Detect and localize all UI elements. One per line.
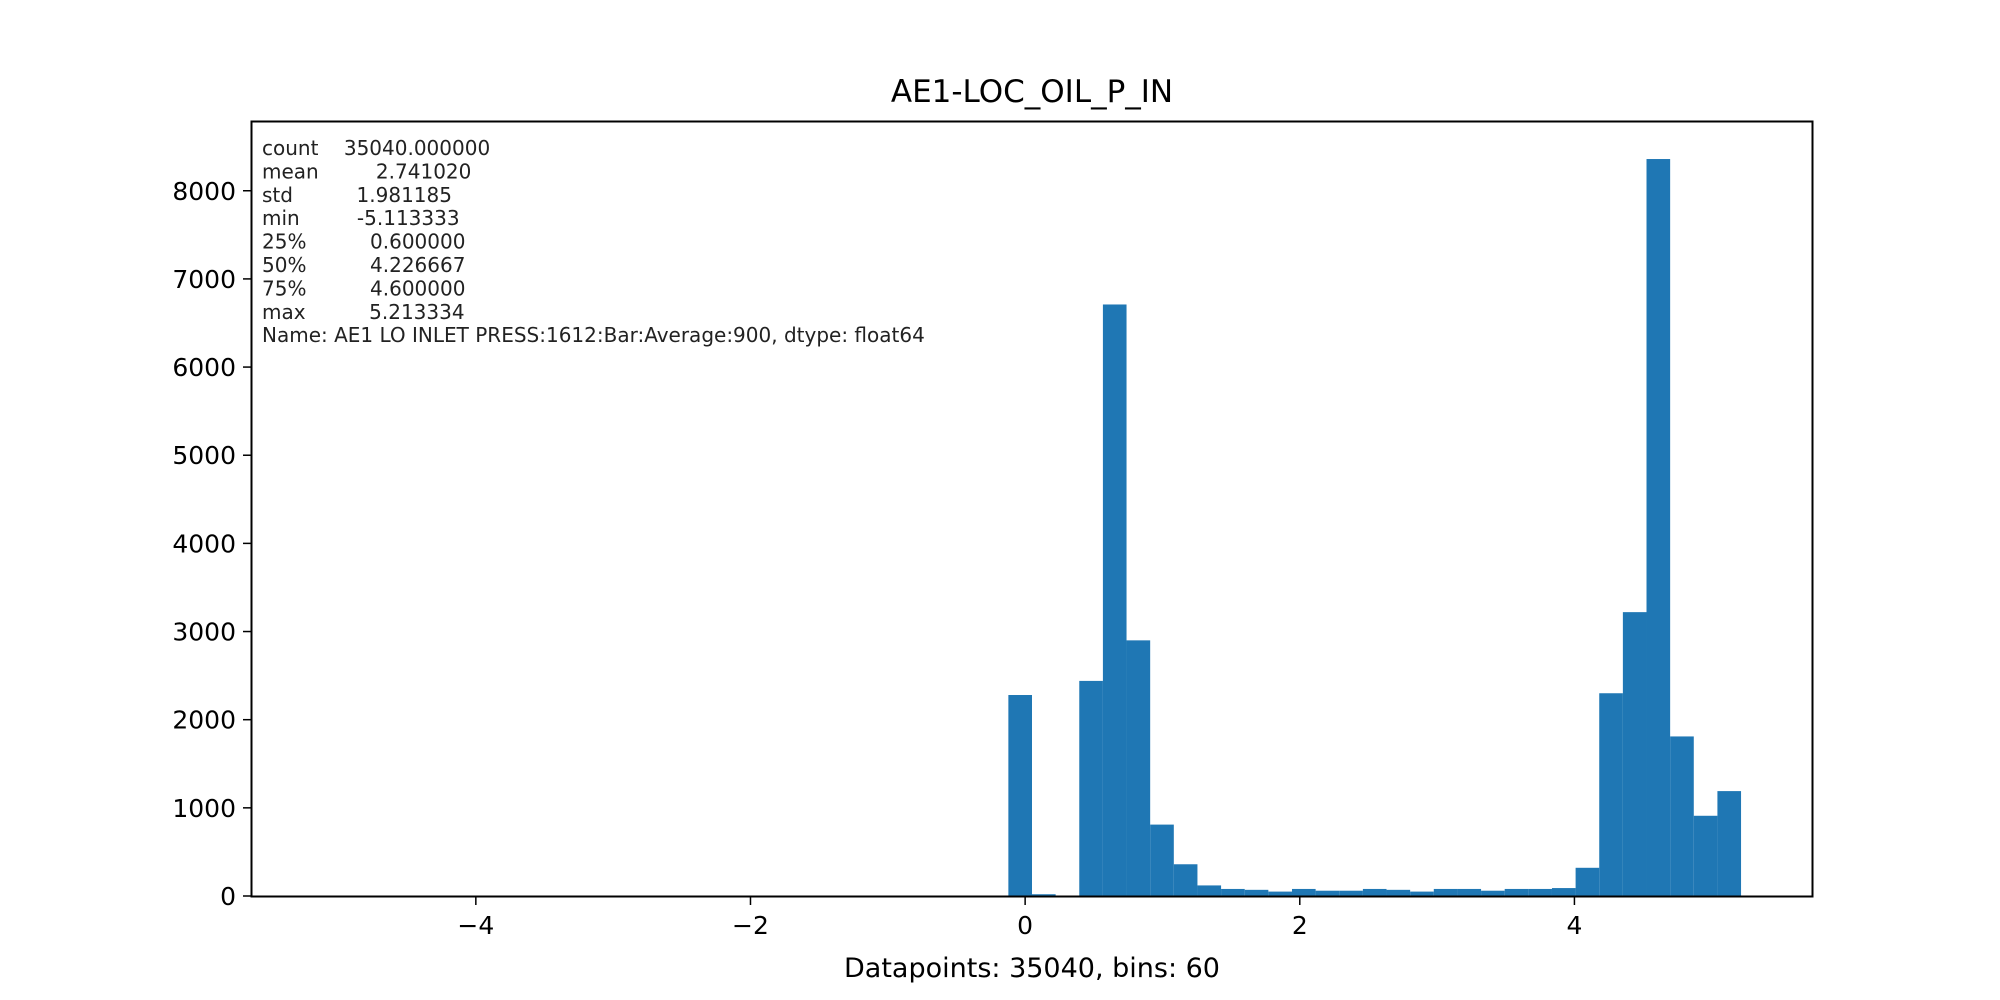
y-tick-label: 6000: [172, 353, 236, 382]
x-axis: −4 −2 0 2 4: [457, 896, 1582, 940]
histogram-bar: [1339, 890, 1363, 896]
stats-line: mean 2.741020: [262, 159, 471, 183]
histogram-bar: [1575, 867, 1600, 896]
stats-line: count 35040.000000: [262, 136, 490, 160]
x-tick-label: −4: [457, 911, 494, 940]
histogram-bar: [1481, 890, 1505, 896]
x-tick-label: −2: [732, 911, 769, 940]
x-tick-label: 0: [1017, 911, 1033, 940]
histogram-bar: [1457, 888, 1482, 896]
histogram-bar: [1150, 824, 1174, 896]
bars-group: [1008, 159, 1742, 897]
histogram-bar: [1315, 890, 1340, 896]
histogram-bar: [1102, 304, 1127, 896]
chart-title: AE1-LOC_OIL_P_IN: [891, 74, 1173, 110]
histogram-bar: [1528, 888, 1552, 896]
stats-line: 25% 0.600000: [262, 230, 465, 254]
histogram-bar: [1504, 888, 1529, 896]
histogram-bar: [1410, 891, 1434, 896]
stats-line: 50% 4.226667: [262, 253, 465, 277]
histogram-bar: [1221, 888, 1245, 896]
histogram-bar: [1173, 864, 1198, 896]
stats-line: Name: AE1 LO INLET PRESS:1612:Bar:Averag…: [262, 323, 925, 347]
plot-frame: [250, 120, 1814, 898]
stats-line: std 1.981185: [262, 183, 452, 207]
y-tick-label: 4000: [172, 529, 236, 558]
histogram-bar: [1268, 891, 1292, 896]
y-axis: 0 1000 2000 3000 4000 5000 6000 7000 8000: [172, 177, 252, 911]
histogram-bar: [1079, 680, 1103, 896]
histogram-bar: [1551, 888, 1576, 896]
y-tick-label: 7000: [172, 265, 236, 294]
histogram-bar: [1197, 885, 1222, 896]
histogram-bar: [1291, 888, 1316, 896]
y-tick-label: 0: [220, 882, 236, 911]
histogram-bar: [1386, 889, 1411, 896]
histogram-bar: [1433, 888, 1458, 896]
stats-line: min -5.113333: [262, 206, 460, 230]
histogram-bar: [1717, 791, 1742, 896]
stats-line: 75% 4.600000: [262, 276, 465, 300]
histogram-bar: [1362, 888, 1387, 896]
histogram-bar: [1126, 640, 1151, 896]
y-tick-label: 2000: [172, 706, 236, 735]
y-tick-label: 5000: [172, 441, 236, 470]
y-tick-label: 8000: [172, 177, 236, 206]
histogram-bar: [1693, 815, 1718, 896]
y-tick-label: 3000: [172, 618, 236, 647]
histogram-bar: [1244, 889, 1269, 896]
histogram-bar: [1622, 612, 1647, 896]
x-tick-label: 4: [1566, 911, 1582, 940]
histogram-bar: [1032, 894, 1056, 896]
histogram-bar: [1646, 159, 1671, 897]
histogram-bar: [1599, 693, 1623, 896]
x-axis-label: Datapoints: 35040, bins: 60: [844, 953, 1220, 984]
histogram-bar: [1008, 695, 1033, 896]
stats-line: max 5.213334: [262, 300, 465, 324]
x-tick-label: 2: [1292, 911, 1308, 940]
y-tick-label: 1000: [172, 794, 236, 823]
histogram-bar: [1670, 736, 1694, 896]
